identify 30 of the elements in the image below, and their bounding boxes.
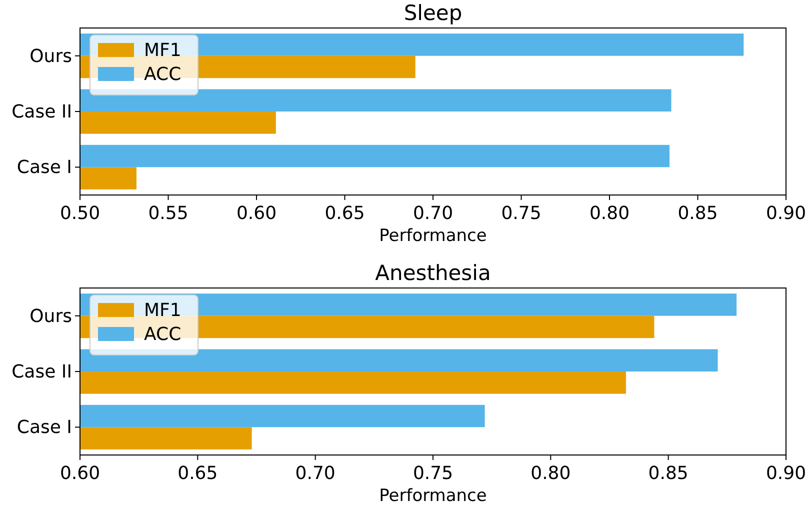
x-tick-label: 0.75 [412,463,454,484]
x-tick-label: 0.80 [589,203,630,224]
legend-label: MF1 [144,300,182,321]
legend-label: ACC [144,64,182,85]
chart-title: Anesthesia [375,261,491,285]
x-tick-label: 0.70 [412,203,454,224]
x-tick-label: 0.80 [530,463,571,484]
x-tick-label: 0.90 [766,203,806,224]
x-tick-label: 0.75 [501,203,542,224]
x-tick-label: 0.65 [178,463,218,484]
x-tick-label: 0.60 [60,463,100,484]
x-tick-label: 0.55 [148,203,188,224]
x-axis-title: Performance [379,486,487,506]
x-tick-label: 0.85 [678,203,718,224]
chart-title: Sleep [404,1,462,25]
x-tick-label: 0.70 [295,463,336,484]
y-tick-label: Case II [12,362,72,382]
x-tick-label: 0.65 [324,203,365,224]
x-tick-label: 0.60 [236,203,277,224]
legend-label: MF1 [144,40,182,61]
y-tick-label: Ours [30,46,72,67]
y-tick-label: Case II [12,102,72,122]
x-tick-label: 0.85 [648,463,688,484]
y-tick-label: Ours [30,306,72,327]
y-tick-label: Case I [16,157,72,178]
x-tick-label: 0.50 [60,203,100,224]
legend-label: ACC [144,324,182,345]
y-tick-label: Case I [16,417,72,438]
x-axis-title: Performance [379,226,487,246]
x-tick-label: 0.90 [766,463,806,484]
